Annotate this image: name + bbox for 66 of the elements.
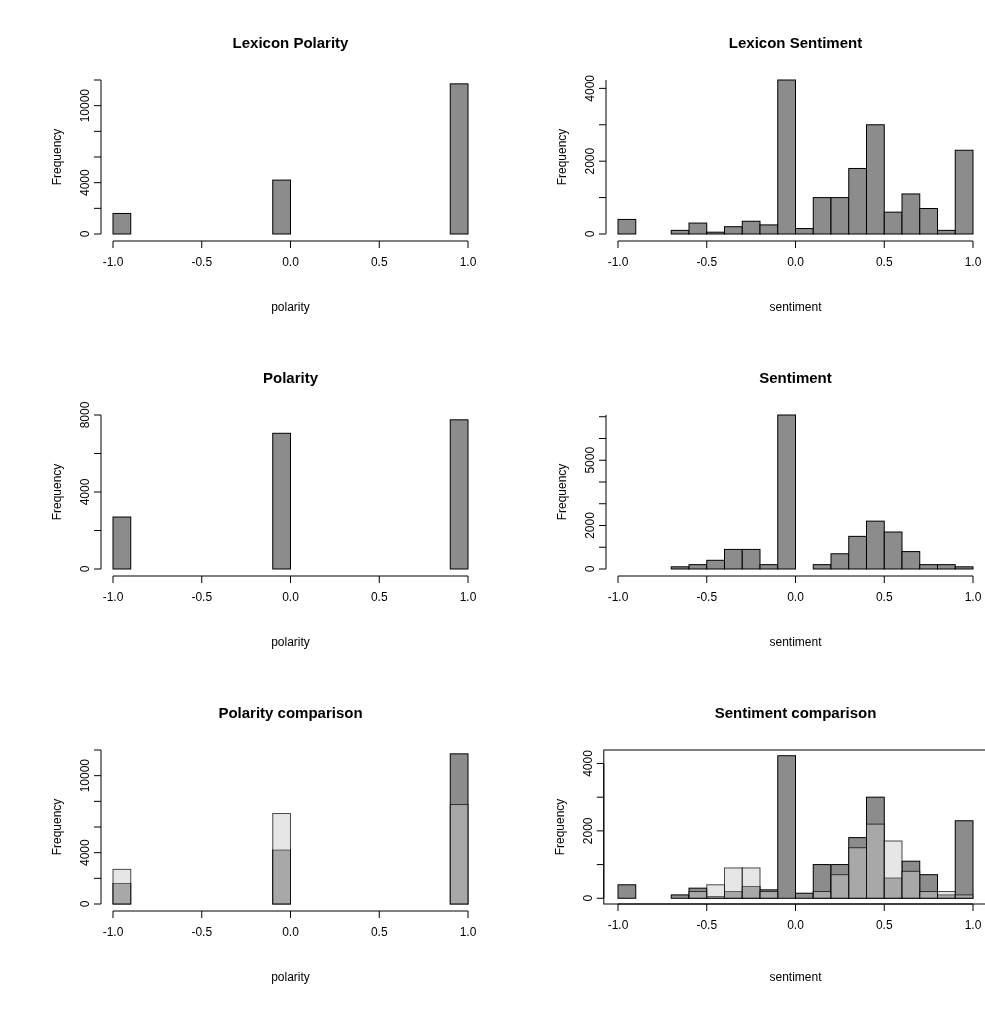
x-tick-label: 0.0 [787, 918, 805, 932]
x-tick-label: 0.0 [282, 590, 300, 604]
x-tick-label: -0.5 [191, 255, 213, 269]
x-tick-label: -0.5 [696, 590, 718, 604]
x-tick-label: 0.5 [370, 925, 388, 939]
y-tick-label: 10000 [78, 758, 92, 793]
x-tick-label: 0.5 [875, 918, 893, 932]
x-axis-title: sentiment [769, 300, 823, 314]
y-axis-title: Frequency [555, 128, 569, 186]
x-tick-label: -0.5 [696, 255, 718, 269]
x-tick-label: 0.5 [370, 590, 388, 604]
chart-title: Sentiment comparison [714, 704, 877, 721]
x-axis-title: polarity [271, 970, 310, 984]
x-tick-label: 1.0 [459, 590, 477, 604]
y-tick-label: 0 [583, 230, 597, 238]
x-tick-label: -0.5 [696, 918, 718, 932]
x-tick-label: 1.0 [964, 255, 982, 269]
x-tick-label: -1.0 [607, 255, 629, 269]
x-tick-label: -1.0 [102, 255, 124, 269]
y-tick-label: 0 [78, 565, 92, 573]
chart-title: Polarity [262, 369, 319, 386]
chart-title: Polarity comparison [218, 704, 363, 721]
chart-title: Lexicon Sentiment [728, 34, 863, 51]
y-tick-label: 5000 [583, 446, 597, 474]
y-axis-title: Frequency [555, 463, 569, 521]
y-tick-label: 2000 [583, 511, 597, 539]
x-axis-title: sentiment [769, 635, 823, 649]
x-axis-title: polarity [271, 300, 310, 314]
y-tick-label: 4000 [583, 74, 597, 102]
y-tick-label: 0 [580, 894, 595, 902]
x-axis-title: sentiment [769, 970, 823, 984]
y-axis-title: Frequency [50, 463, 64, 521]
x-tick-label: 1.0 [459, 925, 477, 939]
y-tick-label: 2000 [580, 817, 595, 845]
x-tick-label: -1.0 [102, 590, 124, 604]
y-tick-label: 0 [78, 230, 92, 238]
chart-title: Sentiment [759, 369, 832, 386]
x-tick-label: 1.0 [459, 255, 477, 269]
y-tick-label: 4000 [78, 169, 92, 197]
x-tick-label: 0.5 [875, 255, 893, 269]
x-tick-label: -0.5 [191, 590, 213, 604]
chart-title: Lexicon Polarity [232, 34, 350, 51]
y-tick-label: 8000 [78, 401, 92, 429]
y-tick-label: 4000 [78, 839, 92, 867]
x-tick-label: -1.0 [607, 918, 629, 932]
x-tick-label: -1.0 [607, 590, 629, 604]
y-axis-title: Frequency [50, 128, 64, 186]
x-tick-label: 1.0 [964, 590, 982, 604]
y-tick-label: 0 [583, 565, 597, 573]
y-tick-label: 2000 [583, 147, 597, 175]
y-axis-title: Frequency [552, 798, 567, 856]
y-tick-label: 0 [78, 900, 92, 908]
x-tick-label: 0.0 [282, 255, 300, 269]
x-tick-label: 0.5 [875, 590, 893, 604]
x-tick-label: -0.5 [191, 925, 213, 939]
x-tick-label: 0.0 [282, 925, 300, 939]
x-axis-title: polarity [271, 635, 310, 649]
x-tick-label: 0.5 [370, 255, 388, 269]
x-tick-label: 0.0 [787, 590, 805, 604]
y-tick-label: 10000 [78, 88, 92, 123]
x-tick-label: 1.0 [964, 918, 982, 932]
x-tick-label: 0.0 [787, 255, 805, 269]
y-axis-title: Frequency [50, 798, 64, 856]
y-tick-label: 4000 [580, 749, 595, 777]
y-tick-label: 4000 [78, 478, 92, 506]
x-tick-label: -1.0 [102, 925, 124, 939]
